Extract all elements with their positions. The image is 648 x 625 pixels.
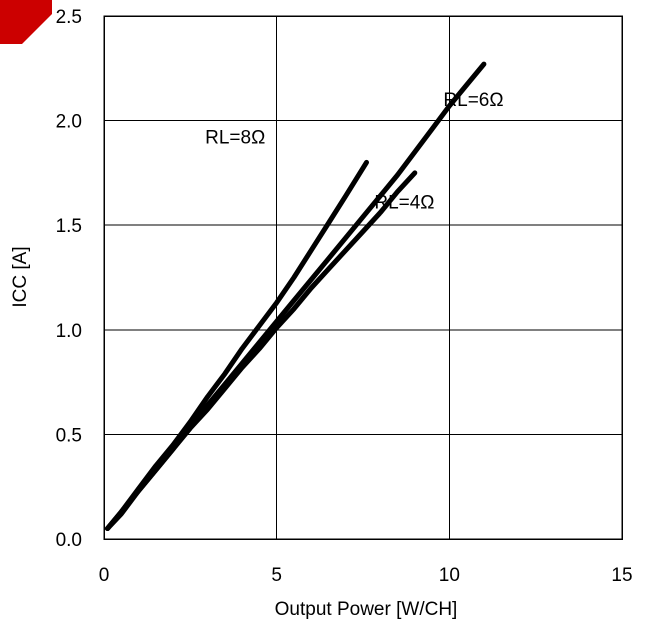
series-label-1: RL=8Ω [205,128,265,149]
y-tick-label: 1.5 [56,216,82,237]
grid [103,15,623,540]
plot-frame [103,15,623,540]
series-line-3 [105,170,418,531]
y-tick-label: 0.0 [56,530,82,551]
x-axis-title: Output Power [W/CH] [275,599,458,620]
x-tick-labels: 0 5 10 15 [99,565,633,586]
y-tick-label: 1.0 [56,321,82,342]
x-tick-label: 10 [439,565,460,586]
corner-mark-icon [0,0,52,44]
y-axis-title: ICC [A] [10,246,31,307]
series-lines [105,61,487,531]
series-line-1 [105,159,369,531]
series-label-2: RL=6Ω [443,90,503,111]
y-tick-label: 2.0 [56,112,82,133]
y-tick-label: 2.5 [56,7,82,28]
y-tick-label: 0.5 [56,425,82,446]
x-tick-label: 15 [611,565,632,586]
series-label-3: RL=4Ω [374,192,434,213]
series-annotations: RL=8Ω RL=6Ω RL=4Ω [205,90,503,214]
y-tick-labels: 0.0 0.5 1.0 1.5 2.0 2.5 [56,7,82,551]
x-tick-label: 5 [271,565,282,586]
x-tick-label: 0 [99,565,110,586]
